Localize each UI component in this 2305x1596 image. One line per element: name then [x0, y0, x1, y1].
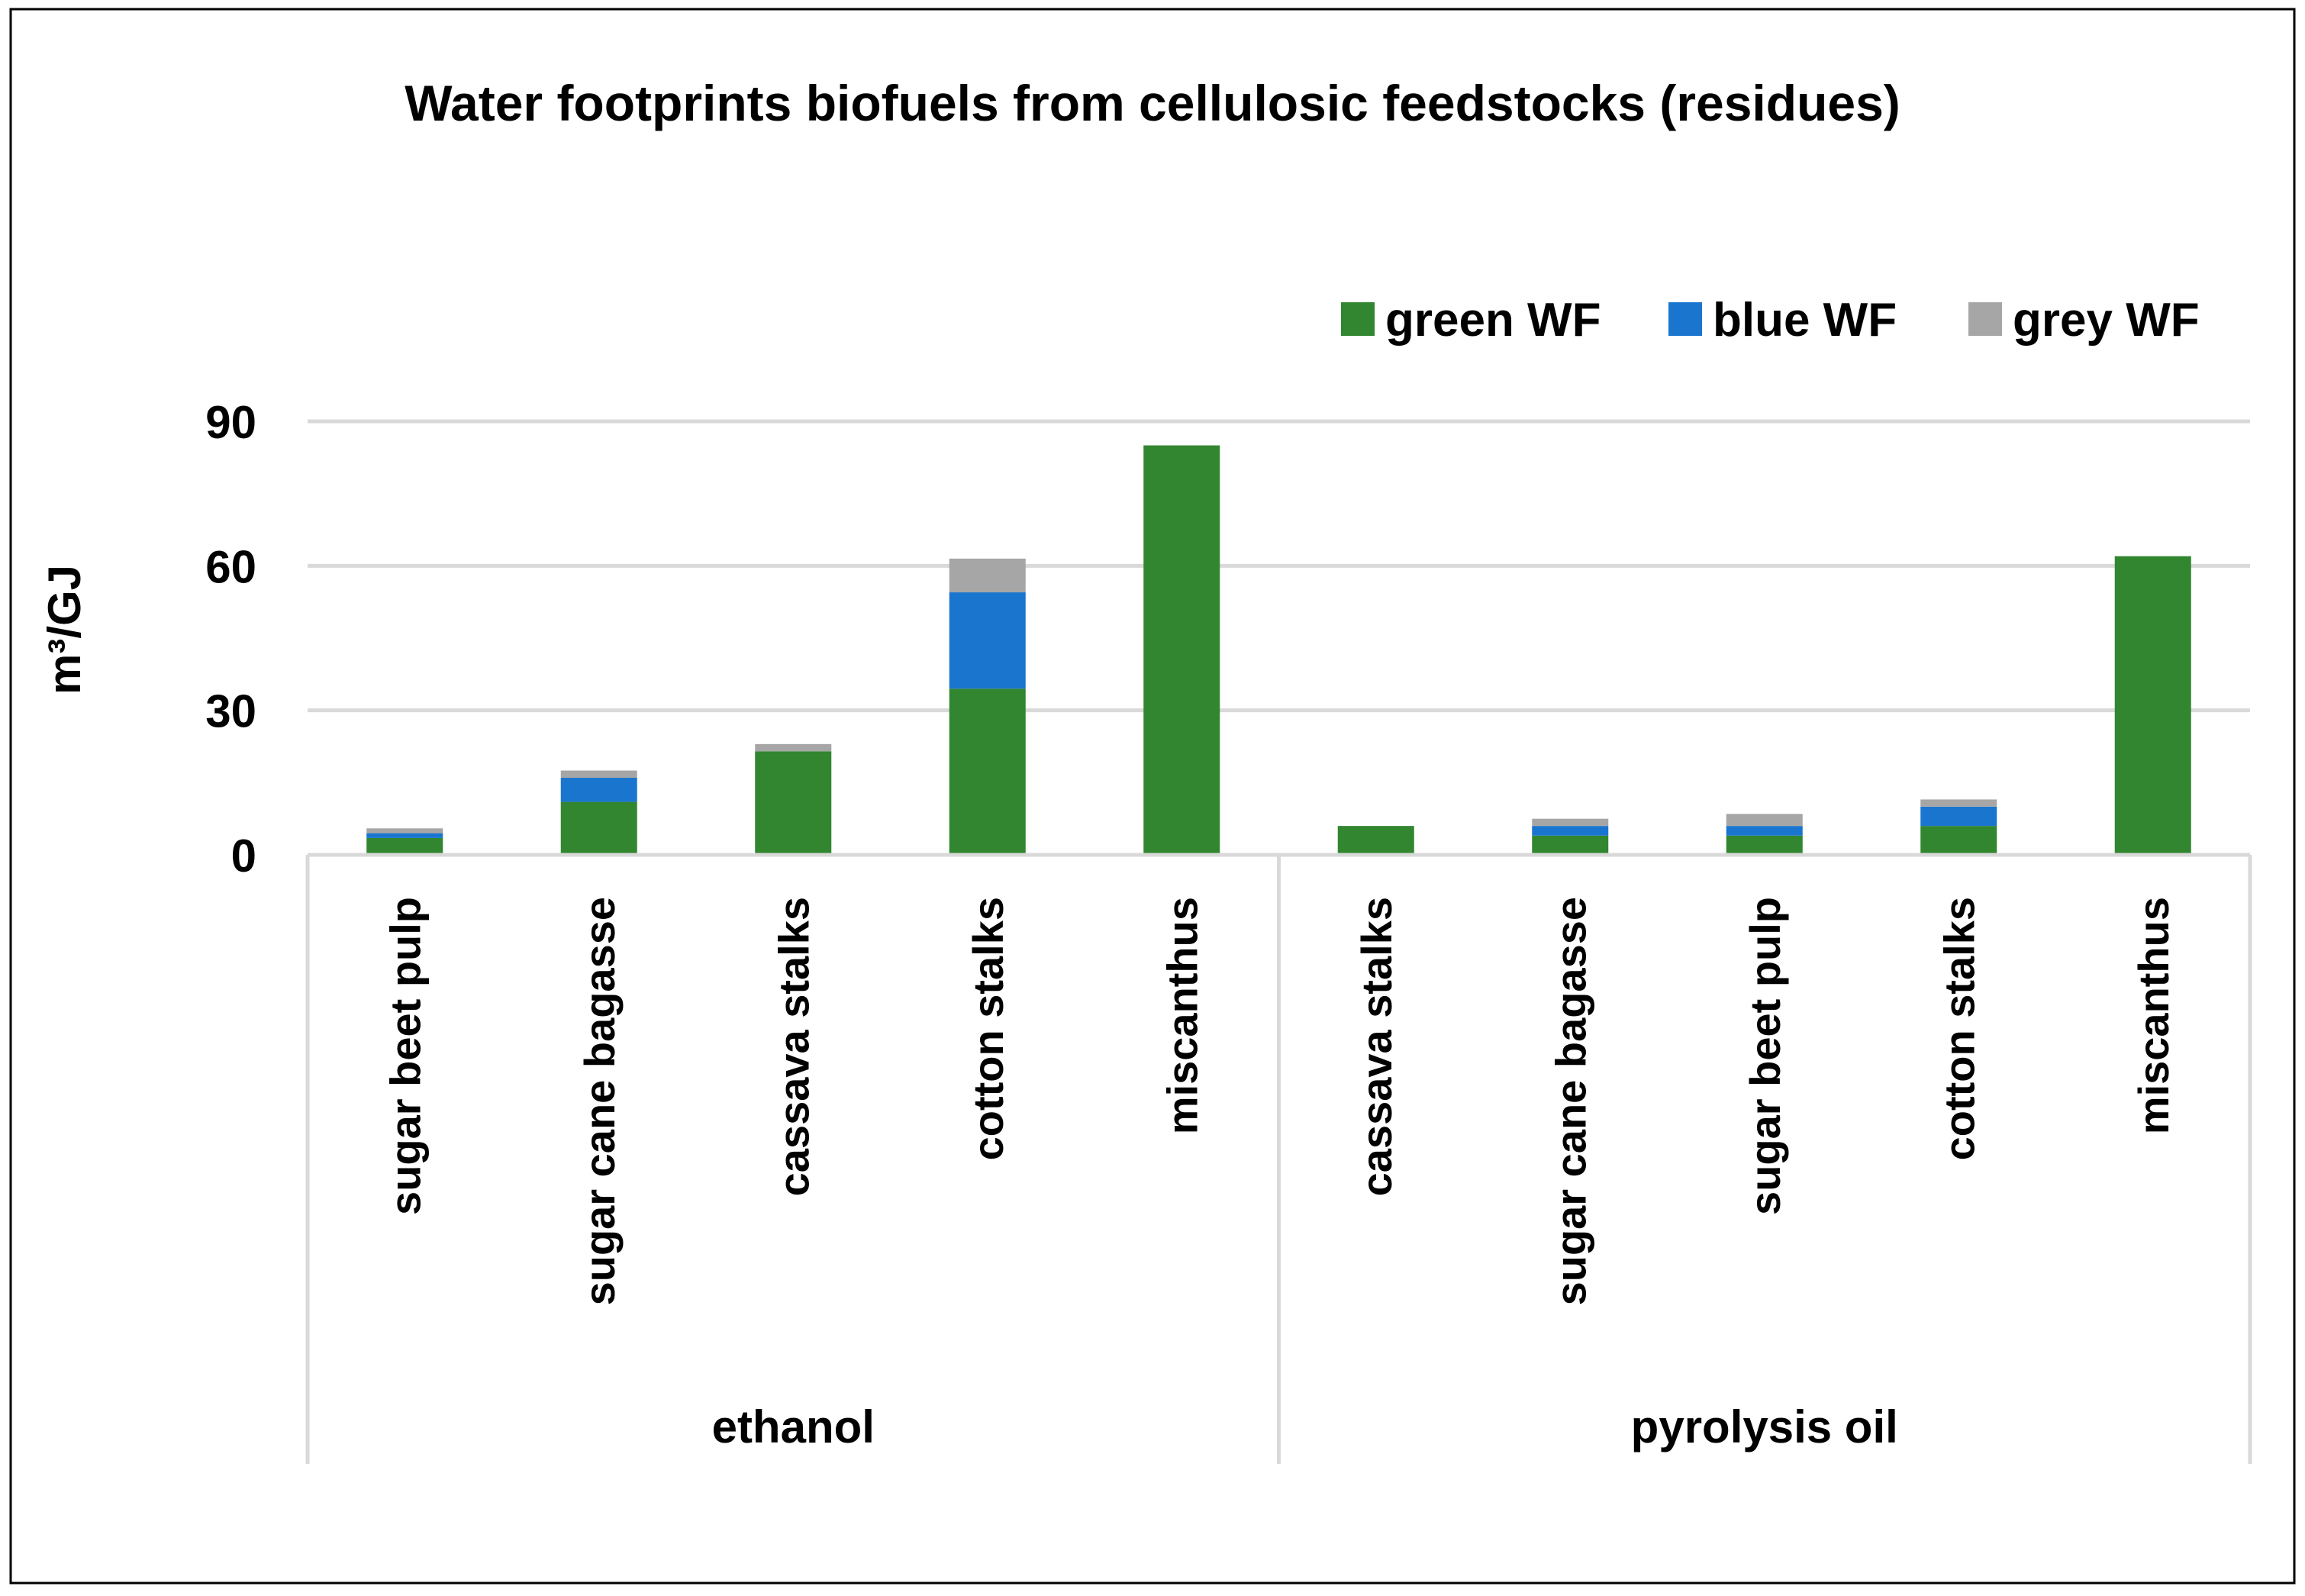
- bar-segment: [1726, 835, 1803, 855]
- x-tick-label: cotton stalks: [964, 897, 1012, 1160]
- x-tick-label: sugar beet pulp: [381, 897, 429, 1215]
- legend-label: grey WF: [2013, 294, 2200, 347]
- x-tick-label: sugar cane bagasse: [575, 897, 624, 1305]
- bar-segment: [1532, 826, 1609, 836]
- legend-swatch: [1668, 302, 1702, 336]
- y-axis-label: m³/GJ: [39, 565, 90, 695]
- bar-segment: [755, 751, 832, 855]
- legend-swatch: [1341, 302, 1375, 336]
- bar-segment: [1532, 818, 1609, 827]
- legend-label: blue WF: [1713, 294, 1897, 347]
- y-tick-label: 30: [205, 686, 256, 737]
- legend-swatch: [1968, 302, 2002, 336]
- bars: [366, 445, 2191, 855]
- x-tick-label: sugar cane bagasse: [1546, 897, 1594, 1305]
- y-tick-label: 60: [205, 541, 256, 592]
- bar-segment: [1920, 826, 1997, 855]
- bar-segment: [949, 558, 1026, 593]
- bar-segment: [560, 770, 637, 779]
- bar-segment: [1337, 826, 1414, 855]
- bar-segment: [2114, 556, 2191, 855]
- bar-segment: [366, 837, 443, 855]
- x-tick-label: sugar beet pulp: [1741, 897, 1789, 1215]
- bar-segment: [560, 801, 637, 855]
- bar-segment: [949, 592, 1026, 689]
- bar-segment: [949, 688, 1026, 855]
- bar-segment: [1920, 806, 1997, 827]
- x-tick-label: cassava stalks: [1352, 897, 1401, 1196]
- chart-title: Water footprints biofuels from cellulosi…: [405, 75, 1900, 131]
- group-label: ethanol: [712, 1401, 875, 1453]
- x-tick-label: cassava stalks: [769, 897, 817, 1196]
- gridlines: [308, 419, 2250, 713]
- bar-segment: [1726, 826, 1803, 836]
- bar-segment: [366, 833, 443, 838]
- bar-segment: [755, 743, 832, 752]
- legend: green WF blue WF grey WF: [1341, 294, 2200, 347]
- bar-segment: [1143, 445, 1220, 855]
- legend-label: green WF: [1385, 294, 1601, 347]
- y-tick-label: 0: [231, 830, 256, 882]
- x-tick-label: miscanthus: [2129, 897, 2178, 1134]
- y-tick-label: 90: [205, 397, 256, 448]
- bar-segment: [366, 828, 443, 833]
- axes: 0 30 60 90 sugar beet pulp sugar cane bagasse…: [205, 397, 2252, 1464]
- x-tick-label: miscanthus: [1158, 897, 1206, 1134]
- bar-segment: [1532, 835, 1609, 855]
- bar-segment: [1920, 799, 1997, 807]
- bar-segment: [560, 778, 637, 802]
- bar-segment: [1726, 814, 1803, 827]
- x-tick-label: cotton stalks: [1935, 897, 1983, 1160]
- group-label: pyrolysis oil: [1631, 1401, 1898, 1453]
